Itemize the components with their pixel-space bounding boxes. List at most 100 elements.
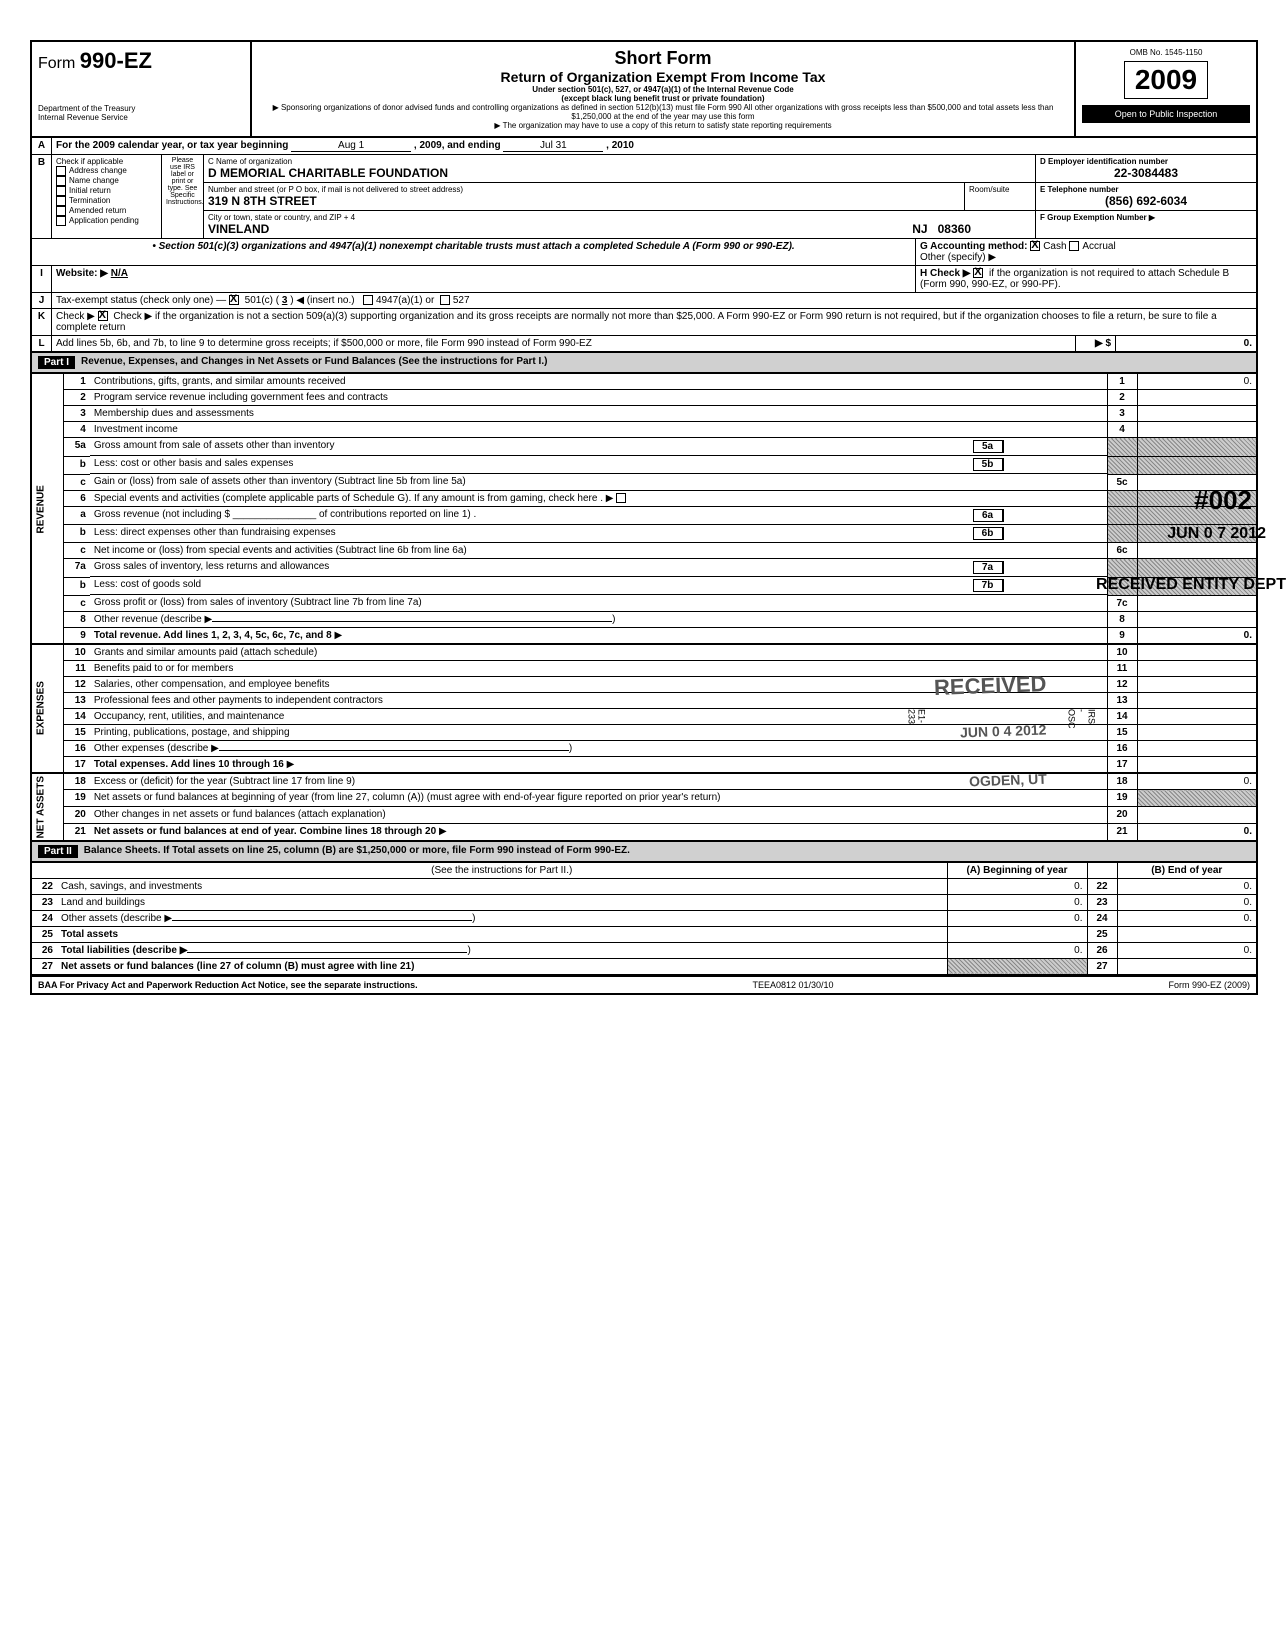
form-label-prefix: Form [38, 55, 75, 72]
p1-l4: Investment income [90, 422, 1107, 438]
p2-l26: Total liabilities (describe ▶ [61, 945, 187, 956]
form-header-left: Form 990-EZ Department of the Treasury I… [32, 42, 252, 136]
form-header-mid: Short Form Return of Organization Exempt… [252, 42, 1076, 136]
p2-l22: Cash, savings, and investments [57, 878, 947, 894]
p1-l13-amt [1137, 692, 1257, 708]
cb-4947[interactable] [363, 295, 373, 305]
form-header: Form 990-EZ Department of the Treasury I… [30, 40, 1258, 138]
title-return: Return of Organization Exempt From Incom… [258, 69, 1068, 85]
part1-label: Part I [38, 356, 75, 369]
col-b-header: (B) End of year [1117, 863, 1257, 879]
footer-row: BAA For Privacy Act and Paperwork Reduct… [30, 976, 1258, 995]
p1-l1-amt: 0. [1137, 374, 1257, 390]
j-527: 527 [453, 295, 470, 306]
opt-application-pending: Application pending [69, 216, 139, 225]
p1-l2-amt [1137, 390, 1257, 406]
opt-termination: Termination [69, 196, 110, 205]
c-room-label: Room/suite [965, 183, 1035, 210]
sec501-gh-row: • Section 501(c)(3) organizations and 49… [30, 239, 1258, 266]
p1-l11: Benefits paid to or for members [90, 660, 1107, 676]
col-a-header: (A) Beginning of year [947, 863, 1087, 879]
line-j-row: J Tax-exempt status (check only one) — 5… [30, 293, 1258, 309]
line-l-label: L [32, 336, 52, 351]
line-k-label: K [32, 309, 52, 335]
p1-l9-arrow: ▶ [335, 630, 343, 641]
p1-l21: Net assets or fund balances at end of ye… [94, 826, 436, 837]
p1-l14: Occupancy, rent, utilities, and maintena… [94, 711, 284, 722]
p1-l6c: Net income or (loss) from special events… [90, 543, 1107, 559]
b-check-label: Check if applicable [56, 157, 157, 166]
revenue-side-label: REVENUE [31, 374, 64, 644]
j-insert: ) ◀ (insert no.) [290, 295, 354, 306]
l-arrow: ▶ $ [1076, 336, 1116, 351]
p1-l8: Other revenue (describe ▶ [94, 614, 212, 625]
p1-l9-amt: 0. [1137, 627, 1257, 644]
e-label: E Telephone number [1040, 185, 1252, 194]
stamp-ogden: OGDEN, UT [968, 770, 1046, 789]
p1-l21-amt: 0. [1137, 824, 1257, 841]
omb-number: OMB No. 1545-1150 [1082, 48, 1250, 57]
p1-l5b: Less: cost or other basis and sales expe… [94, 458, 973, 471]
c-label: C Name of organization [208, 157, 1031, 166]
p1-l5a: Gross amount from sale of assets other t… [94, 440, 973, 453]
opt-name-change: Name change [69, 176, 119, 185]
cb-termination[interactable] [56, 196, 66, 206]
p1-l7c-amt [1137, 595, 1257, 611]
subtitle2: (except black lung benefit trust or priv… [258, 94, 1068, 103]
p1-l20: Other changes in net assets or fund bala… [90, 807, 1107, 824]
part2-header: Part II Balance Sheets. If Total assets … [30, 842, 1258, 863]
stamp-jun07: JUN 0 7 2012 [1167, 525, 1266, 543]
k-text: Check ▶ if the organization is not a sec… [56, 311, 1217, 333]
cb-527[interactable] [440, 295, 450, 305]
p1-l5c: Gain or (loss) from sale of assets other… [90, 474, 1107, 490]
cb-initial-return[interactable] [56, 186, 66, 196]
p1-l10-amt [1137, 644, 1257, 661]
title-short-form: Short Form [258, 48, 1068, 69]
p2-l23-a: 0. [947, 894, 1087, 910]
p2-l23-b: 0. [1117, 894, 1257, 910]
line-j-label: J [32, 293, 52, 308]
cb-name-change[interactable] [56, 176, 66, 186]
cb-gaming[interactable] [616, 493, 626, 503]
stamp-received-entity: RECEIVED ENTITY DEPT [1096, 576, 1286, 594]
p2-l27: Net assets or fund balances (line 27 of … [61, 961, 414, 972]
line-a-row: A For the 2009 calendar year, or tax yea… [30, 138, 1258, 155]
part2-table: (See the instructions for Part II.) (A) … [30, 863, 1258, 976]
p1-l15: Printing, publications, postage, and shi… [94, 727, 290, 738]
org-name: D MEMORIAL CHARITABLE FOUNDATION [208, 166, 1031, 180]
sec501-note: • Section 501(c)(3) organizations and 49… [32, 239, 916, 265]
cb-h[interactable] [973, 268, 983, 278]
cb-cash[interactable] [1030, 241, 1040, 251]
form-header-right: OMB No. 1545-1150 2009 Open to Public In… [1076, 42, 1256, 136]
cb-accrual[interactable] [1069, 241, 1079, 251]
g-other: Other (specify) ▶ [920, 252, 1252, 263]
part1-header: Part I Revenue, Expenses, and Changes in… [30, 353, 1258, 374]
part1-table: REVENUE 1Contributions, gifts, grants, a… [30, 374, 1258, 842]
cb-k[interactable] [98, 311, 108, 321]
cb-501c[interactable] [229, 295, 239, 305]
p1-l7b-box: 7b [973, 579, 1003, 592]
cb-application-pending[interactable] [56, 216, 66, 226]
p1-l16-paren: ) [569, 743, 572, 754]
subtitle4: ▶ The organization may have to use a cop… [258, 121, 1068, 130]
j-text: Tax-exempt status (check only one) — [56, 295, 226, 306]
opt-amended-return: Amended return [69, 206, 126, 215]
p1-l5b-box: 5b [973, 458, 1003, 471]
line-a-mid: , 2009, and ending [414, 140, 501, 151]
line-l-row: L Add lines 5b, 6b, and 7b, to line 9 to… [30, 336, 1258, 353]
p2-l26-a: 0. [947, 942, 1087, 958]
irs-label: Internal Revenue Service [38, 113, 244, 122]
cb-amended-return[interactable] [56, 206, 66, 216]
part2-label: Part II [38, 845, 78, 858]
cb-address-change[interactable] [56, 166, 66, 176]
d-label: D Employer identification number [1040, 157, 1252, 166]
line-a-endyear: , 2010 [606, 140, 634, 151]
j-num: 3 [282, 295, 288, 306]
p1-l12: Salaries, other compensation, and employ… [94, 679, 330, 690]
p1-l9: Total revenue. Add lines 1, 2, 3, 4, 5c,… [94, 630, 332, 641]
l-amount: 0. [1116, 336, 1256, 351]
teea-code: TEEA0812 01/30/10 [753, 980, 834, 990]
p1-l8-paren: ) [612, 614, 615, 625]
p1-l7a-box: 7a [973, 561, 1003, 574]
p1-l13: Professional fees and other payments to … [90, 692, 1107, 708]
